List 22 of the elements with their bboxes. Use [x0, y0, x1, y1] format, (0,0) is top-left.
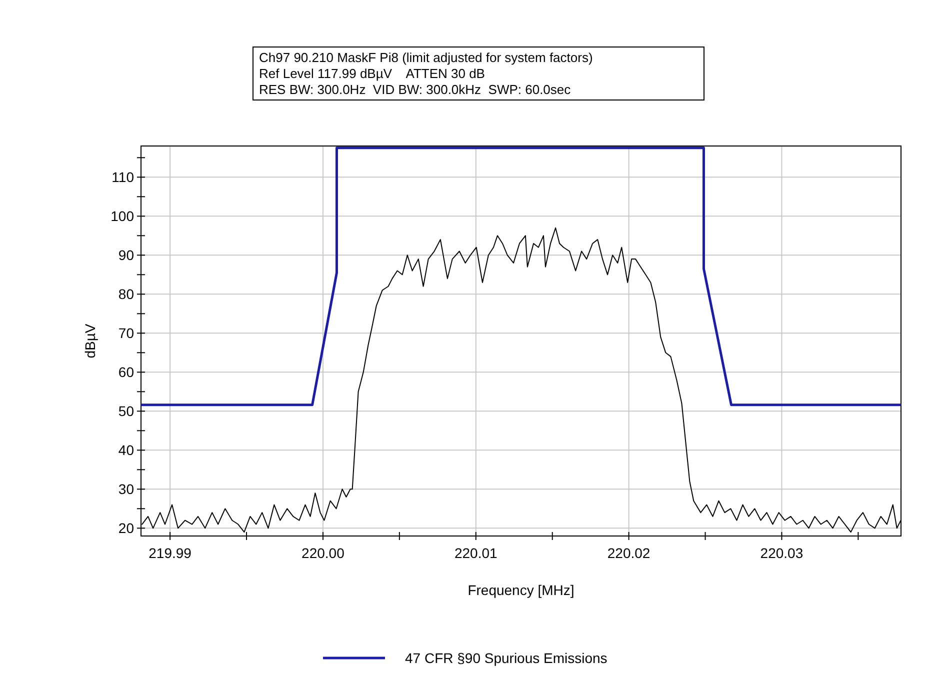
x-tick-label: 220.00: [302, 545, 345, 561]
y-tick-label: 70: [118, 325, 134, 342]
legend-label: 47 CFR §90 Spurious Emissions: [405, 650, 608, 666]
y-tick-label: 40: [118, 442, 134, 458]
text: RES BW: 300.0Hz VID BW: 300.0kHz SWP: 60.0sec: [259, 82, 572, 97]
y-tick-label: 30: [118, 481, 134, 498]
y-tick-label: 90: [118, 247, 134, 264]
y-tick-label: 100: [110, 208, 134, 224]
x-axis-title: Frequency [MHz]: [468, 582, 574, 598]
x-tick-label: 220.03: [760, 545, 804, 561]
y-axis-title: dBµV: [82, 323, 98, 358]
x-tick-label: 220.01: [454, 545, 498, 561]
line-series: [141, 146, 901, 406]
y-tick-label: 60: [118, 364, 134, 380]
y-tick-label: 50: [118, 403, 134, 420]
y-tick-label: 20: [118, 520, 134, 536]
y-tick-label: 110: [112, 169, 134, 186]
x-tick-label: 219.99: [148, 545, 192, 561]
chart-title: Ch97 90.210 MaskF Pi8 (limit adjusted for system factors): [259, 50, 593, 65]
chart-subtitle: Ref Level 117.99 dBµV ATTEN 30 dB: [259, 66, 485, 81]
x-tick-label: 220.02: [607, 545, 650, 561]
y-tick-label: 80: [118, 286, 134, 302]
